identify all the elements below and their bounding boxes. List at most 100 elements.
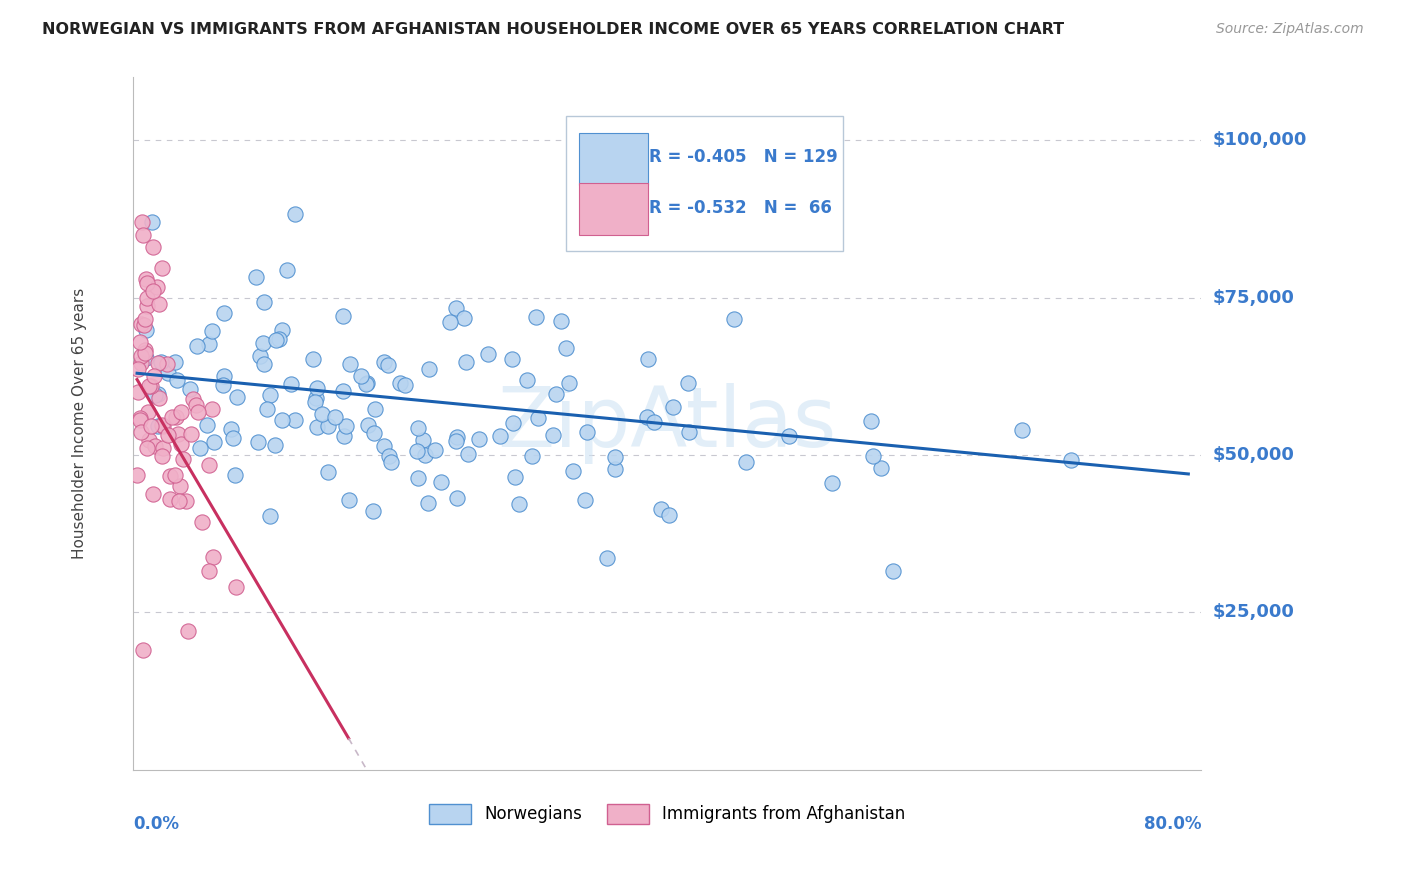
- Text: 0.0%: 0.0%: [134, 814, 179, 833]
- Point: [224, 467, 246, 482]
- Point: [423, 443, 446, 458]
- Point: [412, 434, 434, 448]
- Point: [152, 419, 174, 434]
- Point: [332, 429, 354, 443]
- Text: $25,000: $25,000: [1212, 603, 1294, 622]
- Point: [169, 479, 191, 493]
- Point: [127, 468, 149, 483]
- Point: [174, 494, 197, 508]
- Point: [142, 368, 165, 383]
- Point: [363, 425, 385, 440]
- Point: [332, 309, 354, 323]
- Point: [1059, 453, 1081, 467]
- Point: [134, 318, 156, 332]
- Point: [134, 312, 156, 326]
- Point: [135, 299, 157, 313]
- Point: [516, 373, 538, 387]
- Point: [637, 351, 659, 366]
- Point: [388, 376, 411, 390]
- Point: [522, 449, 544, 463]
- Point: [188, 441, 211, 455]
- Point: [146, 419, 169, 434]
- Point: [201, 324, 224, 338]
- Point: [605, 461, 627, 475]
- Point: [195, 417, 218, 432]
- Point: [444, 434, 467, 448]
- Legend: Norwegians, Immigrants from Afghanistan: Norwegians, Immigrants from Afghanistan: [422, 797, 912, 830]
- Text: 80.0%: 80.0%: [1143, 814, 1201, 833]
- Point: [177, 624, 200, 639]
- Text: $75,000: $75,000: [1212, 289, 1294, 307]
- Point: [405, 444, 427, 458]
- Point: [311, 407, 333, 421]
- Point: [413, 448, 436, 462]
- Point: [249, 350, 271, 364]
- Point: [356, 376, 378, 391]
- Point: [357, 418, 380, 433]
- Point: [503, 470, 526, 484]
- Point: [361, 504, 384, 518]
- Point: [555, 341, 578, 355]
- Point: [723, 312, 745, 326]
- Point: [181, 392, 204, 406]
- Text: $100,000: $100,000: [1212, 131, 1306, 149]
- Point: [132, 643, 155, 657]
- Point: [135, 291, 157, 305]
- Point: [148, 386, 170, 401]
- Point: [477, 347, 499, 361]
- Point: [276, 263, 298, 277]
- Point: [135, 272, 157, 286]
- Point: [179, 382, 201, 396]
- Point: [316, 465, 339, 479]
- Point: [541, 428, 564, 442]
- Point: [246, 434, 269, 449]
- Point: [862, 449, 884, 463]
- Point: [212, 306, 235, 320]
- Point: [197, 565, 219, 579]
- Point: [661, 400, 683, 414]
- Point: [204, 434, 226, 449]
- Point: [172, 452, 194, 467]
- Point: [457, 447, 479, 461]
- Point: [201, 401, 224, 416]
- Point: [141, 378, 163, 392]
- Point: [380, 454, 402, 468]
- Point: [363, 401, 385, 416]
- Point: [134, 343, 156, 358]
- Point: [150, 449, 173, 463]
- Point: [456, 355, 478, 369]
- Point: [658, 508, 681, 523]
- Point: [150, 418, 173, 433]
- Point: [212, 378, 235, 392]
- Point: [264, 438, 287, 452]
- Point: [305, 391, 328, 405]
- Point: [264, 333, 287, 347]
- Point: [152, 442, 174, 456]
- Point: [143, 439, 166, 453]
- Point: [165, 409, 187, 424]
- Point: [373, 439, 395, 453]
- Point: [502, 416, 524, 430]
- Point: [394, 377, 416, 392]
- Point: [526, 310, 548, 324]
- Point: [150, 260, 173, 275]
- Point: [377, 358, 399, 372]
- Point: [284, 207, 307, 221]
- Point: [148, 297, 170, 311]
- Point: [259, 388, 281, 402]
- Point: [561, 464, 583, 478]
- Point: [129, 317, 152, 331]
- Point: [664, 227, 686, 242]
- Point: [270, 323, 292, 337]
- Point: [860, 414, 883, 428]
- Point: [245, 269, 267, 284]
- Point: [284, 413, 307, 427]
- Point: [163, 467, 186, 482]
- Point: [735, 455, 758, 469]
- Point: [169, 405, 191, 419]
- Point: [146, 280, 169, 294]
- Point: [138, 405, 160, 419]
- Point: [138, 379, 160, 393]
- Point: [159, 468, 181, 483]
- Point: [166, 373, 188, 387]
